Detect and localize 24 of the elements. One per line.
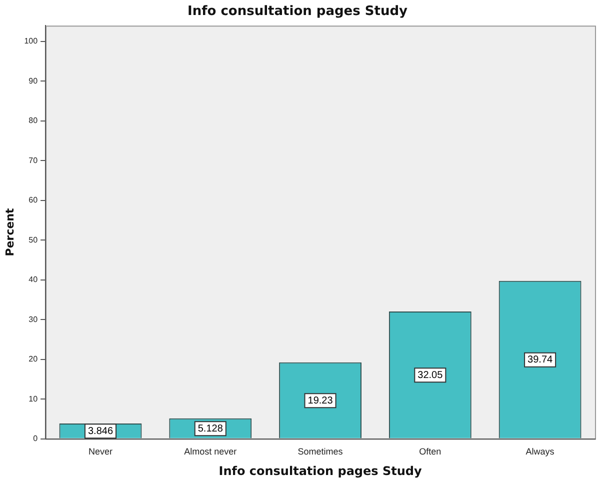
data-label: 32.05 [418, 370, 444, 381]
y-tick-label: 0 [33, 434, 38, 444]
y-axis-title: Percent [3, 208, 16, 256]
x-tick-label: Never [88, 446, 112, 457]
y-tick-label: 100 [24, 36, 38, 46]
y-tick-label: 20 [28, 354, 38, 364]
data-label: 5.128 [198, 423, 224, 434]
x-axis-title: Info consultation pages Study [218, 464, 422, 478]
data-label: 39.74 [528, 354, 553, 366]
x-tick-label: Often [419, 446, 442, 457]
y-tick-label: 10 [28, 394, 38, 404]
y-tick-label: 80 [28, 116, 38, 126]
y-tick-label: 40 [28, 275, 38, 284]
x-tick-label: Always [526, 446, 555, 457]
y-tick-label: 70 [28, 156, 38, 165]
x-tick-label: Sometimes [298, 446, 344, 457]
data-label: 19.23 [308, 395, 334, 406]
y-tick-label: 60 [28, 196, 38, 205]
data-label: 3.846 [88, 426, 114, 437]
chart-title: Info consultation pages Study [188, 4, 408, 20]
x-tick-label: Almost never [184, 446, 237, 457]
y-tick-label: 90 [28, 76, 38, 86]
y-tick-label: 30 [28, 314, 38, 324]
y-tick-label: 50 [28, 235, 38, 244]
